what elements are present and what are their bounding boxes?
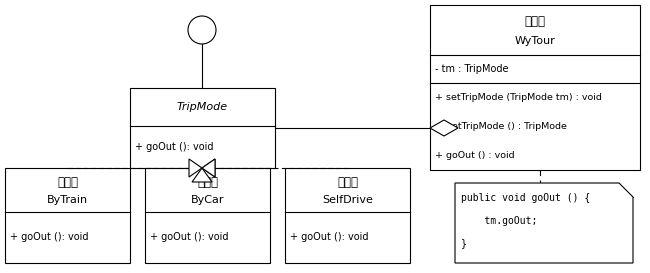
- Text: + goOut (): void: + goOut (): void: [10, 233, 88, 242]
- Text: 坐火车: 坐火车: [57, 176, 78, 189]
- Text: }: }: [461, 239, 467, 249]
- Text: + getTripMode () : TripMode: + getTripMode () : TripMode: [435, 122, 567, 131]
- Text: WyTour: WyTour: [515, 36, 555, 46]
- Polygon shape: [455, 183, 633, 263]
- Bar: [285, 168, 410, 263]
- Text: 自驾车: 自驾车: [337, 176, 358, 189]
- Bar: [430, 5, 640, 170]
- Polygon shape: [202, 159, 215, 177]
- Text: public void goOut () {: public void goOut () {: [461, 193, 590, 203]
- Polygon shape: [189, 159, 202, 177]
- Text: - tm : TripMode: - tm : TripMode: [435, 64, 508, 74]
- Text: + goOut (): void: + goOut (): void: [150, 233, 229, 242]
- Bar: [145, 168, 270, 263]
- Text: tm.goOut;: tm.goOut;: [461, 216, 538, 226]
- Bar: [130, 88, 275, 168]
- Text: ByTrain: ByTrain: [47, 195, 88, 205]
- Text: + goOut (): void: + goOut (): void: [290, 233, 369, 242]
- Text: + goOut (): void: + goOut (): void: [135, 142, 213, 152]
- Circle shape: [188, 16, 216, 44]
- Text: ByCar: ByCar: [190, 195, 224, 205]
- Bar: [5, 168, 130, 263]
- Text: 环境类: 环境类: [525, 15, 545, 28]
- Text: 坐汽车: 坐汽车: [197, 176, 218, 189]
- Polygon shape: [192, 168, 212, 182]
- Text: + goOut () : void: + goOut () : void: [435, 151, 515, 160]
- Polygon shape: [202, 159, 215, 177]
- Text: SelfDrive: SelfDrive: [322, 195, 373, 205]
- Text: + setTripMode (TripMode tm) : void: + setTripMode (TripMode tm) : void: [435, 93, 602, 102]
- Polygon shape: [430, 120, 458, 136]
- Text: TripMode: TripMode: [177, 102, 228, 112]
